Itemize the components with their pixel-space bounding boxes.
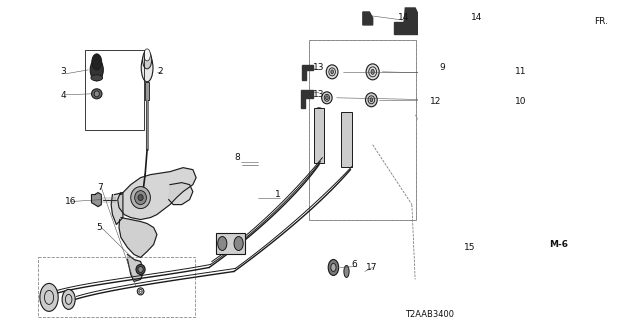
Ellipse shape (141, 54, 153, 82)
Text: 1: 1 (275, 190, 280, 199)
Ellipse shape (365, 93, 377, 107)
Text: 16: 16 (65, 197, 77, 206)
Ellipse shape (314, 108, 324, 116)
Polygon shape (127, 254, 144, 281)
Ellipse shape (314, 138, 324, 146)
Text: 3: 3 (60, 67, 66, 76)
Text: 14: 14 (471, 13, 482, 22)
Ellipse shape (138, 195, 143, 201)
Polygon shape (118, 168, 196, 220)
Circle shape (218, 236, 227, 251)
Text: FR.: FR. (594, 18, 607, 27)
Ellipse shape (322, 92, 332, 104)
Ellipse shape (344, 266, 349, 277)
Circle shape (40, 284, 58, 311)
Ellipse shape (331, 70, 333, 74)
Ellipse shape (314, 128, 324, 136)
Text: M-6: M-6 (549, 240, 568, 249)
Ellipse shape (314, 148, 324, 156)
Circle shape (62, 289, 75, 309)
Polygon shape (302, 65, 312, 80)
Text: 13: 13 (312, 90, 324, 99)
Circle shape (448, 236, 454, 246)
Ellipse shape (134, 191, 147, 204)
Ellipse shape (94, 91, 99, 97)
Text: 10: 10 (515, 97, 527, 106)
Polygon shape (404, 8, 419, 22)
Ellipse shape (326, 65, 338, 79)
Ellipse shape (144, 49, 150, 61)
Bar (314, 108, 324, 163)
Text: 4: 4 (60, 91, 66, 100)
Polygon shape (119, 218, 157, 258)
Ellipse shape (92, 89, 102, 99)
Bar (216, 233, 245, 254)
Ellipse shape (370, 98, 372, 102)
Ellipse shape (143, 51, 152, 69)
Text: 11: 11 (515, 67, 527, 76)
Ellipse shape (342, 114, 351, 122)
Text: 12: 12 (430, 97, 442, 106)
Text: T2AAB3400: T2AAB3400 (405, 310, 454, 319)
Text: 9: 9 (439, 63, 445, 72)
Ellipse shape (138, 267, 143, 272)
Polygon shape (394, 22, 419, 34)
Ellipse shape (371, 69, 374, 74)
Ellipse shape (90, 59, 103, 81)
Circle shape (234, 236, 243, 251)
Ellipse shape (342, 134, 351, 142)
Ellipse shape (326, 96, 328, 100)
Ellipse shape (314, 118, 324, 126)
Text: 15: 15 (464, 243, 476, 252)
Bar (308, 40, 417, 220)
Ellipse shape (342, 154, 351, 162)
Text: 7: 7 (97, 183, 102, 192)
Ellipse shape (131, 187, 150, 209)
Circle shape (331, 263, 336, 271)
Polygon shape (169, 183, 193, 204)
Ellipse shape (342, 144, 351, 152)
Polygon shape (301, 90, 312, 108)
Ellipse shape (366, 64, 379, 80)
Text: 14: 14 (397, 13, 409, 22)
Bar (145, 82, 149, 100)
Text: 6: 6 (352, 260, 358, 269)
Text: 8: 8 (234, 153, 240, 162)
Text: 5: 5 (97, 223, 102, 232)
Polygon shape (111, 193, 123, 225)
Circle shape (445, 232, 458, 252)
Ellipse shape (91, 75, 102, 81)
Text: 2: 2 (157, 67, 163, 76)
Polygon shape (92, 193, 101, 207)
Bar (341, 112, 352, 167)
Bar (85, 50, 144, 130)
Circle shape (328, 260, 339, 276)
Text: 13: 13 (312, 63, 324, 72)
Ellipse shape (92, 54, 102, 70)
Bar (308, 40, 417, 220)
Ellipse shape (136, 264, 145, 275)
Ellipse shape (342, 124, 351, 132)
Bar (38, 258, 195, 317)
Polygon shape (363, 12, 372, 25)
Text: 17: 17 (366, 263, 378, 272)
